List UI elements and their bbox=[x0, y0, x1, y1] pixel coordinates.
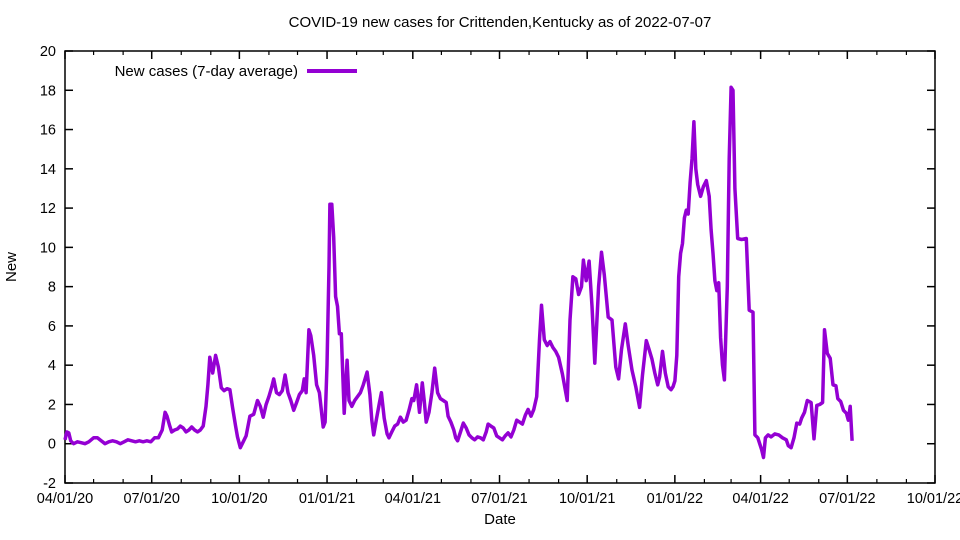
x-tick-label: 07/01/22 bbox=[819, 491, 875, 507]
x-tick-label: 04/01/20 bbox=[37, 491, 93, 507]
y-tick-label: 0 bbox=[48, 437, 56, 453]
y-tick-label: 18 bbox=[40, 83, 56, 99]
chart-title: COVID-19 new cases for Crittenden,Kentuc… bbox=[289, 14, 712, 31]
y-tick-label: 14 bbox=[40, 162, 56, 178]
y-tick-label: 4 bbox=[48, 358, 56, 374]
x-tick-label: 01/01/22 bbox=[647, 491, 703, 507]
y-tick-label: 10 bbox=[40, 240, 56, 256]
legend-label: New cases (7-day average) bbox=[115, 63, 298, 80]
y-tick-label: 20 bbox=[40, 44, 56, 60]
plot-border bbox=[64, 50, 936, 484]
x-tick-label: 01/01/21 bbox=[299, 491, 355, 507]
x-axis-label: Date bbox=[484, 511, 516, 528]
x-tick-label: 04/01/22 bbox=[732, 491, 788, 507]
y-tick-label: 2 bbox=[48, 397, 56, 413]
y-tick-label: 16 bbox=[40, 123, 56, 139]
y-tick-label: 12 bbox=[40, 201, 56, 217]
y-axis-label: New bbox=[3, 252, 20, 282]
y-tick-label: -2 bbox=[43, 476, 56, 492]
x-tick-label: 07/01/21 bbox=[471, 491, 527, 507]
y-tick-label: 8 bbox=[48, 280, 56, 296]
x-tick-label: 10/01/21 bbox=[559, 491, 615, 507]
plot-area: -2 0 2 4 6 8 10 12 14 16 18 20 04/01/20 07/01/20 10/01… bbox=[37, 44, 960, 507]
x-tick-label: 10/01/20 bbox=[211, 491, 267, 507]
x-tick-label: 07/01/20 bbox=[123, 491, 179, 507]
series-line-new-cases bbox=[63, 85, 854, 460]
y-tick-label: 6 bbox=[48, 319, 56, 335]
x-tick-label: 04/01/21 bbox=[385, 491, 441, 507]
x-tick-label: 10/01/22 bbox=[907, 491, 960, 507]
